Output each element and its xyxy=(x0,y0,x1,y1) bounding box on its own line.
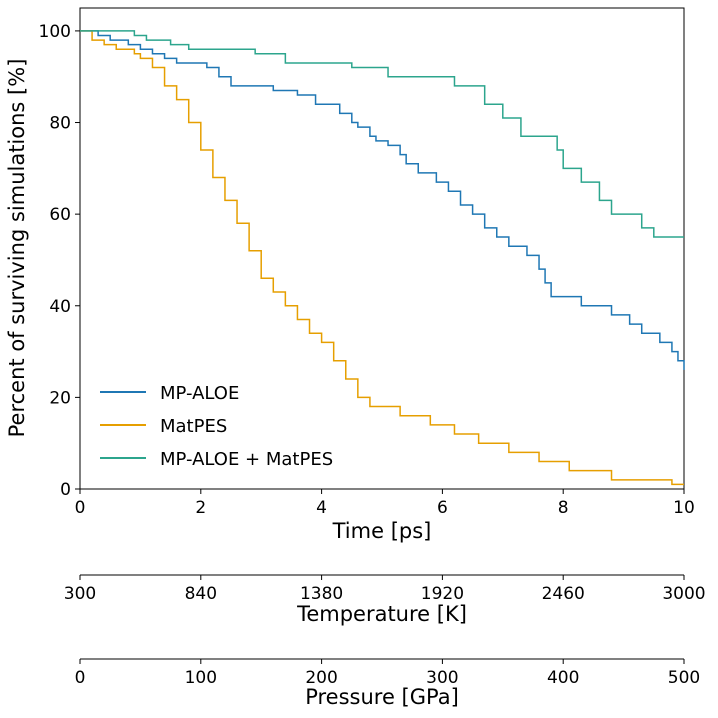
secondary-tick-label: 2460 xyxy=(542,584,585,604)
x-tick-label: 6 xyxy=(437,498,448,518)
y-tick-label: 80 xyxy=(49,114,71,134)
secondary-tick-label: 840 xyxy=(185,584,217,604)
plot-frame xyxy=(79,7,685,490)
y-tick-label: 0 xyxy=(60,480,71,500)
y-tick-label: 20 xyxy=(49,388,71,408)
temperature-axis-ticks: 300 840 1380 1920 2460 3000 xyxy=(64,575,706,604)
pressure-axis-label: Pressure [GPa] xyxy=(305,685,459,709)
x-tick-label: 2 xyxy=(195,498,206,518)
series-line-matpes xyxy=(80,30,684,486)
x-axis-label: Time [ps] xyxy=(332,519,432,543)
y-tick-label: 40 xyxy=(49,297,71,317)
y-tick-label: 100 xyxy=(39,22,71,42)
series-layer xyxy=(80,30,685,486)
secondary-tick-label: 300 xyxy=(64,584,96,604)
secondary-tick-label: 1380 xyxy=(300,584,343,604)
x-tick-label: 10 xyxy=(673,498,695,518)
legend-label-mp-aloe-matpes: MP-ALOE + MatPES xyxy=(160,449,333,470)
x-tick-label: 4 xyxy=(316,498,327,518)
pressure-axis-ticks: 0 100 200 300 400 500 xyxy=(75,659,700,688)
secondary-tick-label: 100 xyxy=(185,668,217,688)
y-tick-label: 60 xyxy=(49,205,71,225)
series-line-mp-aloe-matpes xyxy=(80,30,684,238)
secondary-tick-label: 1920 xyxy=(421,584,464,604)
secondary-tick-label: 0 xyxy=(75,668,86,688)
y-axis-label: Percent of surviving simulations [%] xyxy=(5,59,29,438)
series-line-mp-aloe xyxy=(80,30,685,370)
secondary-tick-label: 300 xyxy=(426,668,458,688)
secondary-tick-label: 200 xyxy=(305,668,337,688)
legend-label-mp-aloe: MP-ALOE xyxy=(160,383,239,404)
x-tick-label: 8 xyxy=(558,498,569,518)
y-axis-ticks: 0 20 40 60 80 100 xyxy=(39,22,80,500)
secondary-tick-label: 3000 xyxy=(662,584,705,604)
legend: MP-ALOE MatPES MP-ALOE + MatPES xyxy=(100,383,333,470)
secondary-tick-label: 400 xyxy=(547,668,579,688)
x-tick-label: 0 xyxy=(75,498,86,518)
x-axis-ticks: 0 2 4 6 8 10 xyxy=(75,489,695,518)
secondary-tick-label: 500 xyxy=(668,668,700,688)
legend-label-matpes: MatPES xyxy=(160,416,227,437)
temperature-axis-label: Temperature [K] xyxy=(296,602,467,626)
